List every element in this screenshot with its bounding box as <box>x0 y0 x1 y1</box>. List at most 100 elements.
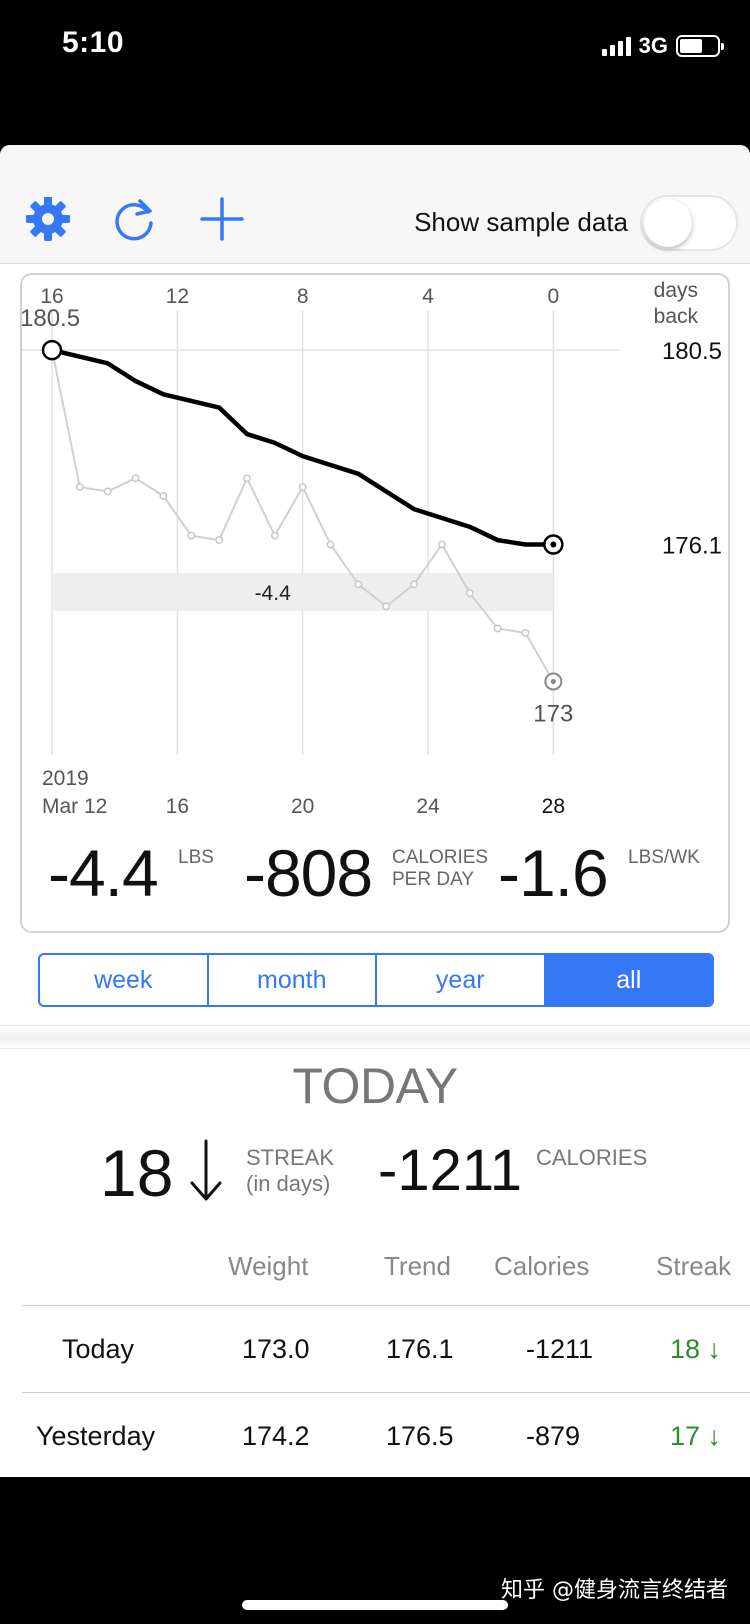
status-indicators: 3G <box>601 32 724 60</box>
battery-icon <box>676 35 724 57</box>
trend-start-value-right: 180.5 <box>662 338 722 365</box>
bottom-axis: 16 20 24 28 <box>166 795 565 818</box>
chart-summary: -4.4 LBS -808 CALORIES PER DAY -1.6 LBS/… <box>22 835 728 925</box>
weight-point <box>159 491 168 500</box>
top-tick-label: 16 <box>40 285 63 308</box>
status-bar: 5:10 3G <box>0 0 750 90</box>
weight-series-points <box>75 474 530 637</box>
range-month[interactable]: month <box>209 955 377 1005</box>
weight-point <box>298 483 307 492</box>
streak-label-sub: (in days) <box>246 1171 331 1196</box>
weight-point <box>493 624 502 633</box>
weight-point <box>326 540 335 549</box>
header-weight: Weight <box>228 1251 309 1281</box>
streak-value: 18 <box>100 1136 174 1210</box>
weight-point <box>270 531 279 540</box>
chart-markers <box>41 339 564 691</box>
app-window: Show sample data -4.4 16 12 8 4 0 days back … <box>0 145 750 1477</box>
calories-per-day-value: -808 <box>244 836 373 910</box>
calories-per-day-unit-1: CALORIES <box>392 847 489 868</box>
table-row[interactable]: Yesterday 174.2 176.5 -879 17 ↓ <box>22 1393 750 1477</box>
row-streak: 17 ↓ <box>670 1421 722 1451</box>
weight-end-label: 173 <box>533 700 573 727</box>
weight-end-marker-dot <box>550 678 556 685</box>
weight-change-unit: LBS <box>178 847 214 868</box>
show-sample-data-label: Show sample data <box>414 207 628 237</box>
gear-icon[interactable] <box>24 195 72 243</box>
streak-label-title: STREAK <box>246 1145 335 1170</box>
trend-series-line <box>49 347 556 547</box>
toggle-knob[interactable] <box>644 199 692 247</box>
range-selector: week month year all <box>38 953 714 1007</box>
bottom-tick-label: 24 <box>416 795 440 818</box>
weight-point <box>243 474 251 483</box>
calories-per-day-unit-2: PER DAY <box>392 869 475 890</box>
weight-point <box>410 580 419 589</box>
row-label: Yesterday <box>36 1421 156 1451</box>
range-all[interactable]: all <box>545 955 712 1005</box>
weight-point <box>521 628 530 637</box>
trend-start-label: 180.5 <box>22 305 80 332</box>
table-row[interactable]: Today 173.0 176.1 -1211 18 ↓ <box>22 1306 750 1393</box>
weight-point <box>465 589 474 598</box>
watermark: 知乎 @健身流言终结者 <box>501 1578 728 1603</box>
row-streak: 18 ↓ <box>670 1334 722 1364</box>
weight-point <box>187 531 196 540</box>
top-axis: 16 12 8 4 0 <box>40 285 559 308</box>
top-axis-unit-back: back <box>654 305 699 328</box>
row-weight: 173.0 <box>242 1334 310 1364</box>
bottom-axis-start: Mar 12 <box>42 795 107 818</box>
chart-grid <box>22 311 620 755</box>
plus-icon[interactable] <box>198 195 246 243</box>
row-trend: 176.5 <box>386 1421 454 1451</box>
section-divider <box>0 1025 750 1049</box>
weight-point <box>354 580 363 589</box>
row-trend: 176.1 <box>386 1334 454 1364</box>
status-time: 5:10 <box>62 26 125 59</box>
header-trend: Trend <box>384 1251 451 1281</box>
signal-icon <box>601 36 631 56</box>
row-calories: -879 <box>526 1421 581 1451</box>
range-year[interactable]: year <box>377 955 546 1005</box>
weight-point <box>382 602 391 611</box>
weight-point <box>437 540 446 549</box>
bottom-tick-label: 20 <box>291 795 314 818</box>
table-header: Weight Trend Calories Streak <box>22 1235 750 1306</box>
header-calories: Calories <box>494 1251 590 1281</box>
toolbar: Show sample data <box>0 145 750 264</box>
top-tick-label: 8 <box>297 285 309 308</box>
trend-start-marker <box>41 339 63 361</box>
history-table: Weight Trend Calories Streak Today 173.0… <box>22 1235 750 1477</box>
change-label: -4.4 <box>255 582 292 605</box>
network-type: 3G <box>638 33 668 58</box>
weight-chart: -4.4 16 12 8 4 0 days back 16 20 24 28 2019 Mar… <box>22 279 722 818</box>
top-axis-unit-days: days <box>654 279 698 302</box>
show-sample-data-toggle[interactable] <box>640 195 738 251</box>
today-calories-value: -1211 <box>378 1138 523 1203</box>
bottom-axis-year: 2019 <box>42 767 89 790</box>
row-calories: -1211 <box>526 1334 594 1364</box>
header-streak: Streak <box>656 1251 732 1281</box>
weight-point <box>215 536 224 545</box>
trend-end-marker-dot <box>550 541 557 548</box>
row-weight: 174.2 <box>242 1421 310 1451</box>
bottom-tick-label: 28 <box>542 795 565 818</box>
weight-point <box>75 483 84 492</box>
top-tick-label: 4 <box>422 285 434 308</box>
top-tick-label: 12 <box>166 285 189 308</box>
trend-end-label: 176.1 <box>662 533 722 560</box>
arrow-down-icon <box>190 1139 222 1201</box>
home-indicator[interactable] <box>242 1600 508 1610</box>
range-week[interactable]: week <box>40 955 209 1005</box>
rate-value: -1.6 <box>498 836 609 910</box>
top-tick-label: 0 <box>547 285 559 308</box>
rate-unit: LBS/WK <box>628 847 700 868</box>
refresh-icon[interactable] <box>110 195 158 243</box>
weight-change-value: -4.4 <box>48 836 159 910</box>
weight-point <box>131 474 140 483</box>
weight-point <box>103 487 112 496</box>
row-label: Today <box>62 1334 135 1364</box>
bottom-tick-label: 16 <box>166 795 189 818</box>
weight-chart-panel: -4.4 16 12 8 4 0 days back 16 20 24 28 2019 Mar… <box>20 273 730 933</box>
today-title: TODAY <box>292 1058 458 1114</box>
